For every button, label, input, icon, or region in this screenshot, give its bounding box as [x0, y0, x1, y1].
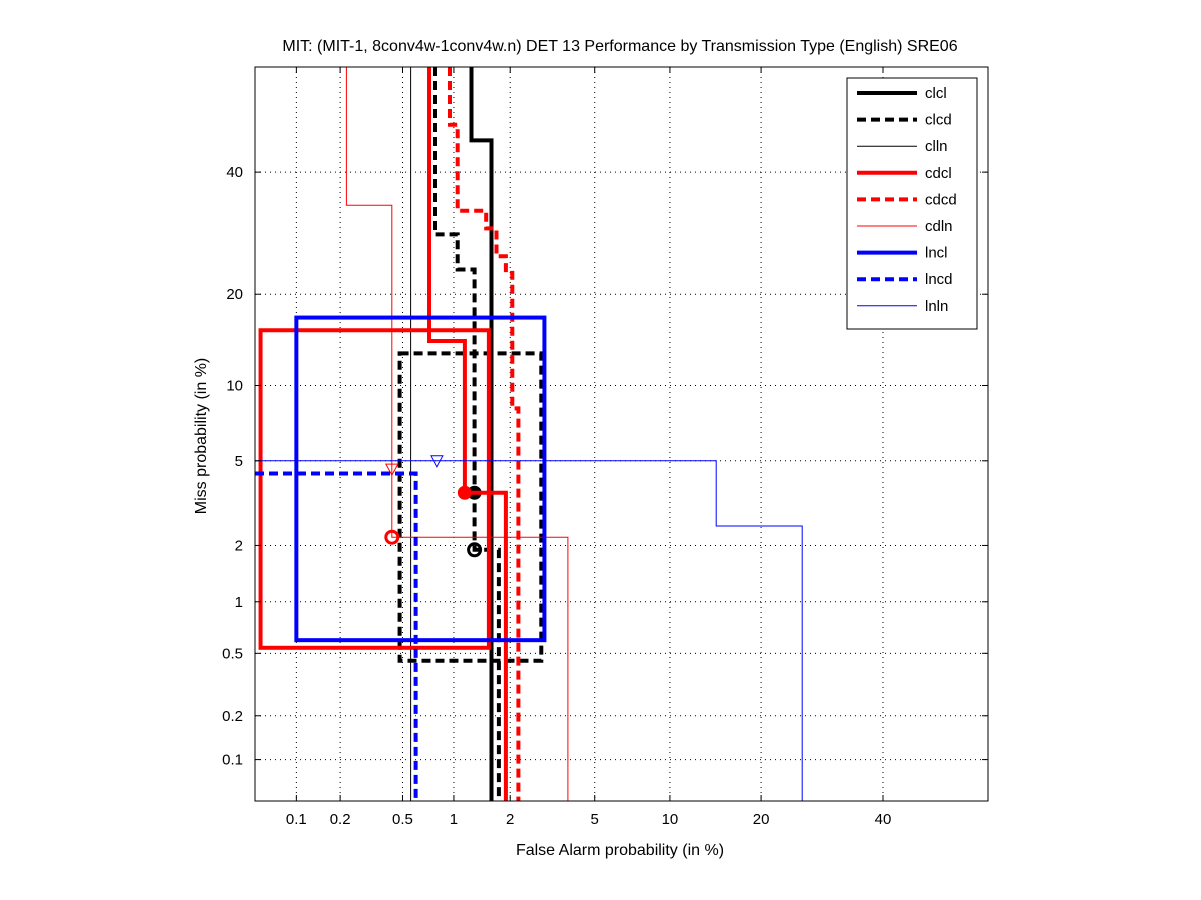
legend: clcl clcd clln cdcl cdcd cdln lncl lncd lnln: [846, 77, 978, 330]
x-axis-label: False Alarm probability (in %): [516, 842, 724, 859]
lncl-confidence-box: [294, 315, 547, 643]
x-tick-label: 0.1: [286, 811, 307, 828]
lnln-curve: [255, 460, 803, 801]
cdcl-confidence-box: [258, 328, 491, 650]
y-tick-label: 0.1: [222, 752, 243, 769]
legend-label-lncd: lncd: [925, 271, 953, 288]
legend-label-lnln: lnln: [925, 298, 948, 315]
legend-box: [846, 77, 978, 330]
x-tick-label: 2: [506, 811, 514, 828]
legend-label-cdcd: cdcd: [925, 191, 957, 208]
y-tick-label: 0.2: [222, 708, 243, 725]
x-tick-label: 0.2: [330, 811, 351, 828]
cdcd-curve: [448, 67, 521, 801]
cdln-marker: [384, 463, 399, 477]
x-tick-label: 1: [450, 811, 458, 828]
clcl-curve: [469, 67, 494, 801]
x-tick-label: 10: [662, 811, 679, 828]
y-tick-label: 40: [226, 164, 243, 181]
legend-label-clcd: clcd: [925, 112, 952, 129]
cdln-marker: [384, 529, 400, 545]
cdcl-marker: [457, 485, 472, 500]
plot-frame: [254, 66, 989, 802]
lncd-curve: [255, 471, 418, 801]
legend-label-lncl: lncl: [925, 245, 948, 262]
x-tick-label: 0.5: [392, 811, 413, 828]
lnln-marker: [430, 455, 444, 468]
plot-series: [255, 67, 803, 801]
axis-ticks: 0.1 0.2 0.5 1 2 5 10 20 40 0.1 0.2 0.5 1 2 5 10 20 40: [222, 67, 988, 828]
legend-label-cdln: cdln: [925, 218, 953, 235]
clcd-marker: [467, 542, 483, 558]
cdln-curve: [345, 67, 569, 801]
clcd-curve: [433, 67, 501, 801]
y-tick-label: 20: [226, 286, 243, 303]
x-tick-label: 5: [591, 811, 599, 828]
y-tick-label: 5: [235, 453, 243, 470]
y-tick-label: 10: [226, 378, 243, 395]
x-tick-label: 20: [753, 811, 770, 828]
x-tick-label: 40: [875, 811, 892, 828]
clcd-confidence-box: [397, 351, 544, 663]
y-axis-label: Miss probability (in %): [193, 358, 210, 514]
y-tick-label: 2: [235, 537, 243, 554]
y-tick-label: 1: [235, 594, 243, 611]
legend-label-clln: clln: [925, 138, 948, 155]
cdcl-curve: [427, 67, 508, 801]
legend-label-clcl: clcl: [925, 85, 947, 102]
chart-title: MIT: (MIT-1, 8conv4w-1conv4w.n) DET 13 P…: [282, 38, 957, 55]
legend-label-cdcl: cdcl: [925, 165, 952, 182]
y-tick-label: 0.5: [222, 645, 243, 662]
